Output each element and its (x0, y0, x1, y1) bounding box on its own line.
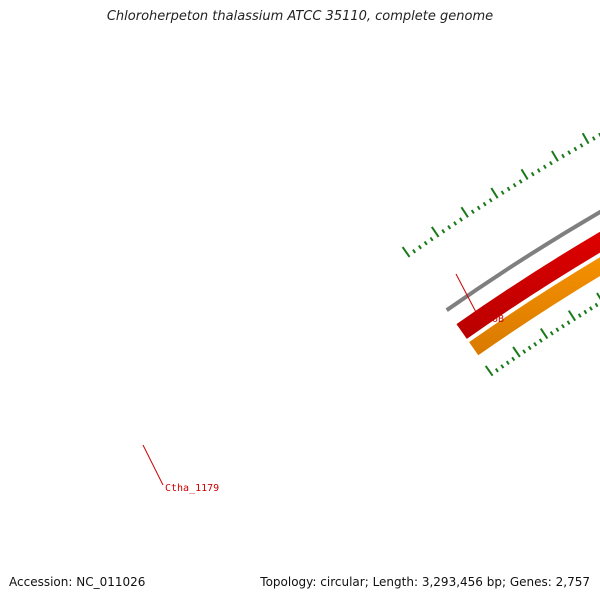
outer-ruler-tick (460, 206, 469, 218)
accession-label: Accession: (9, 575, 73, 589)
outer-ruler-tick (412, 249, 417, 254)
gene-label-Ctha_1179[interactable]: Ctha_1179 (165, 483, 219, 494)
inner-ruler-tick (539, 328, 549, 340)
inner-ruler-tick (494, 368, 499, 373)
gene-features (456, 63, 600, 356)
outer-ruler-tick (500, 190, 505, 195)
outer-ruler-tick (551, 150, 559, 162)
outer-ruler-tick (591, 136, 596, 141)
inner-ruler-tick (533, 342, 538, 347)
accession-value: NC_011026 (76, 575, 146, 589)
inner-ruler-tick (505, 360, 510, 365)
outer-ruler-tick (459, 217, 463, 222)
outer-ruler-tick (417, 244, 422, 250)
outer-ruler-tick (549, 160, 553, 166)
genome-title: Chloroherpeton thalassium ATCC 35110, co… (106, 9, 494, 24)
inner-ruler-tick (549, 331, 554, 336)
inner-ruler-tick (589, 306, 593, 311)
genes-value: 2,757 (555, 575, 590, 589)
length-value: 3,293,456 bp (421, 575, 502, 589)
outer-ruler-tick (482, 201, 487, 207)
outer-ruler-tick (520, 168, 529, 181)
inner-ruler-tick (512, 346, 521, 358)
inner-ruler-tick (500, 364, 505, 369)
inner-ruler-tick (484, 365, 494, 377)
gene-arrow-Ctha_1179[interactable] (469, 81, 600, 356)
gene-label-leader (142, 444, 164, 486)
outer-ruler-tick (561, 153, 565, 159)
ruler-ticks (401, 132, 600, 377)
outer-ruler-tick (530, 171, 535, 177)
outer-ruler-tick (401, 246, 411, 258)
length-label: Length: (372, 575, 419, 589)
outer-ruler-tick (453, 221, 458, 226)
outer-ruler-tick (490, 187, 499, 199)
outer-ruler-tick (476, 205, 481, 211)
outer-ruler-tick (430, 226, 440, 238)
topology-value: circular (320, 575, 365, 589)
inner-ruler-tick (555, 327, 560, 332)
map-labels: 1382 kbp1383 kbp1384 kbp1385 kbp1386 kbp… (142, 273, 504, 494)
outer-ruler-tick (488, 198, 493, 203)
genome-stats: Topology: circular; Length: 3,293,456 bp… (260, 575, 590, 589)
outer-ruler-tick (441, 229, 446, 234)
accession-info: Accession: NC_011026 (9, 575, 145, 589)
inner-ruler-tick (567, 310, 577, 322)
inner-ruler-tick (577, 313, 582, 318)
inner-ruler-tick (566, 320, 571, 325)
outer-ruler-tick (506, 186, 511, 192)
outer-ruler-tick (423, 240, 428, 246)
outer-ruler-tick (470, 209, 475, 214)
inner-ruler-tick (538, 338, 543, 343)
gene-label-rpoB[interactable]: rpoB (480, 314, 504, 325)
inner-ruler-tick (596, 292, 600, 300)
genes-label: Genes: (509, 575, 552, 589)
inner-ruler-tick (594, 302, 599, 308)
outer-ruler-tick (447, 225, 452, 230)
outer-ruler-tick (536, 168, 541, 173)
inner-ruler-tick (511, 356, 516, 362)
outer-ruler-tick (573, 146, 578, 152)
gene-label-leader (455, 273, 479, 317)
outer-ruler-tick (579, 143, 584, 148)
gene-arrow-red-left[interactable] (456, 63, 600, 339)
outer-ruler-tick (581, 132, 590, 145)
outer-ruler-tick (567, 150, 572, 155)
topology-label: Topology: (260, 575, 317, 589)
inner-ruler-tick (583, 309, 588, 315)
outer-ruler-tick (429, 236, 434, 242)
outer-ruler-tick (518, 179, 523, 184)
inner-ruler-tick (561, 323, 565, 329)
inner-ruler-tick (522, 349, 527, 354)
outer-ruler-tick (512, 182, 517, 188)
inner-ruler-tick (527, 345, 532, 351)
outer-ruler-tick (542, 164, 547, 170)
